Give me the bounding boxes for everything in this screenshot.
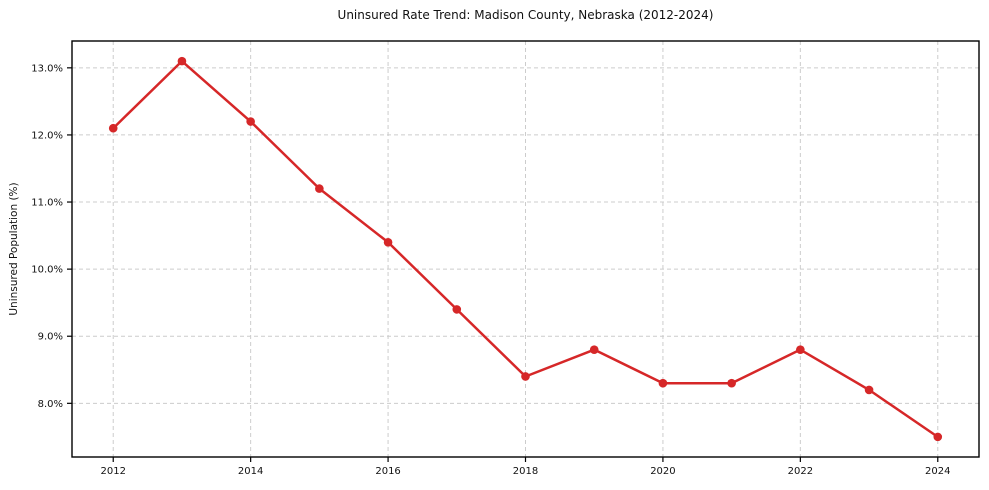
data-point bbox=[658, 378, 668, 388]
y-tick-label: 9.0% bbox=[38, 332, 63, 343]
data-point bbox=[246, 117, 255, 126]
y-tick-label: 13.0% bbox=[31, 63, 63, 74]
data-point bbox=[589, 345, 599, 354]
chart-title: Uninsured Rate Trend: Madison County, Ne… bbox=[337, 8, 714, 22]
data-point bbox=[383, 237, 393, 247]
y-tick-label: 10.0% bbox=[31, 265, 63, 276]
data-point bbox=[796, 345, 805, 354]
data-point bbox=[521, 372, 530, 381]
x-tick-label: 2014 bbox=[238, 466, 263, 477]
x-tick-label: 2022 bbox=[788, 466, 813, 477]
y-tick-label: 12.0% bbox=[31, 130, 63, 141]
x-tick-label: 2020 bbox=[650, 466, 675, 477]
y-tick-label: 8.0% bbox=[38, 399, 63, 410]
plot-frame bbox=[71, 40, 980, 458]
y-tick-label: 11.0% bbox=[31, 198, 63, 209]
data-point bbox=[933, 432, 943, 442]
data-point bbox=[177, 56, 187, 66]
data-point bbox=[727, 378, 736, 388]
x-tick-label: 2024 bbox=[925, 466, 950, 477]
data-point bbox=[452, 305, 462, 314]
data-point bbox=[315, 184, 324, 193]
data-point bbox=[864, 385, 874, 395]
x-tick-label: 2018 bbox=[513, 466, 538, 477]
data-point bbox=[108, 123, 118, 133]
x-tick-label: 2016 bbox=[375, 466, 400, 477]
x-tick-label: 2012 bbox=[101, 466, 126, 477]
